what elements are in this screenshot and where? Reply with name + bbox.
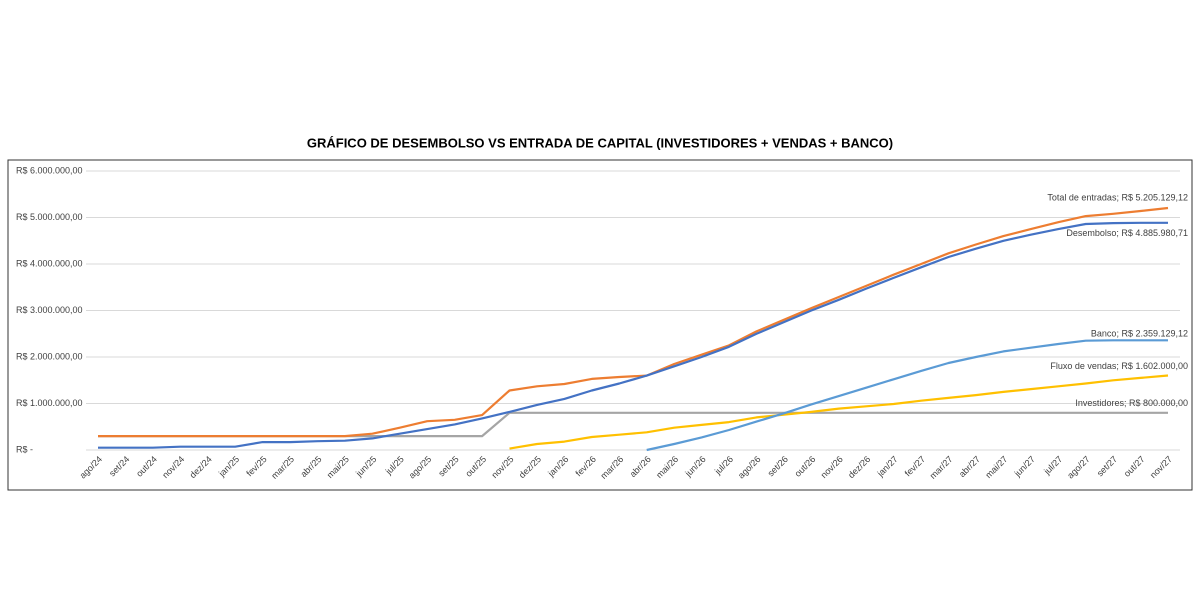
y-tick-label: R$ 4.000.000,00 <box>16 258 83 268</box>
series-line <box>509 374 1169 450</box>
chart-title: GRÁFICO DE DESEMBOLSO VS ENTRADA DE CAPI… <box>307 135 893 150</box>
data-label: Desembolso; R$ 4.885.980,71 <box>1066 228 1188 238</box>
y-tick-label: R$ 6.000.000,00 <box>16 165 83 175</box>
series-line <box>646 339 1168 452</box>
data-label: Banco; R$ 2.359.129,12 <box>1091 329 1188 339</box>
y-tick-label: R$ 2.000.000,00 <box>16 351 83 361</box>
data-label: Total de entradas; R$ 5.205.129,12 <box>1047 192 1188 202</box>
data-label: Investidores; R$ 800.000,00 <box>1075 398 1188 408</box>
y-tick-label: R$ - <box>16 444 33 454</box>
y-tick-label: R$ 5.000.000,00 <box>16 212 83 222</box>
series-line <box>98 221 1168 449</box>
series-line <box>98 206 1169 438</box>
chart-frame <box>7 159 1193 491</box>
data-label: Fluxo de vendas; R$ 1.602.000,00 <box>1050 361 1188 371</box>
y-tick-label: R$ 1.000.000,00 <box>16 398 83 408</box>
y-tick-label: R$ 3.000.000,00 <box>16 305 83 315</box>
